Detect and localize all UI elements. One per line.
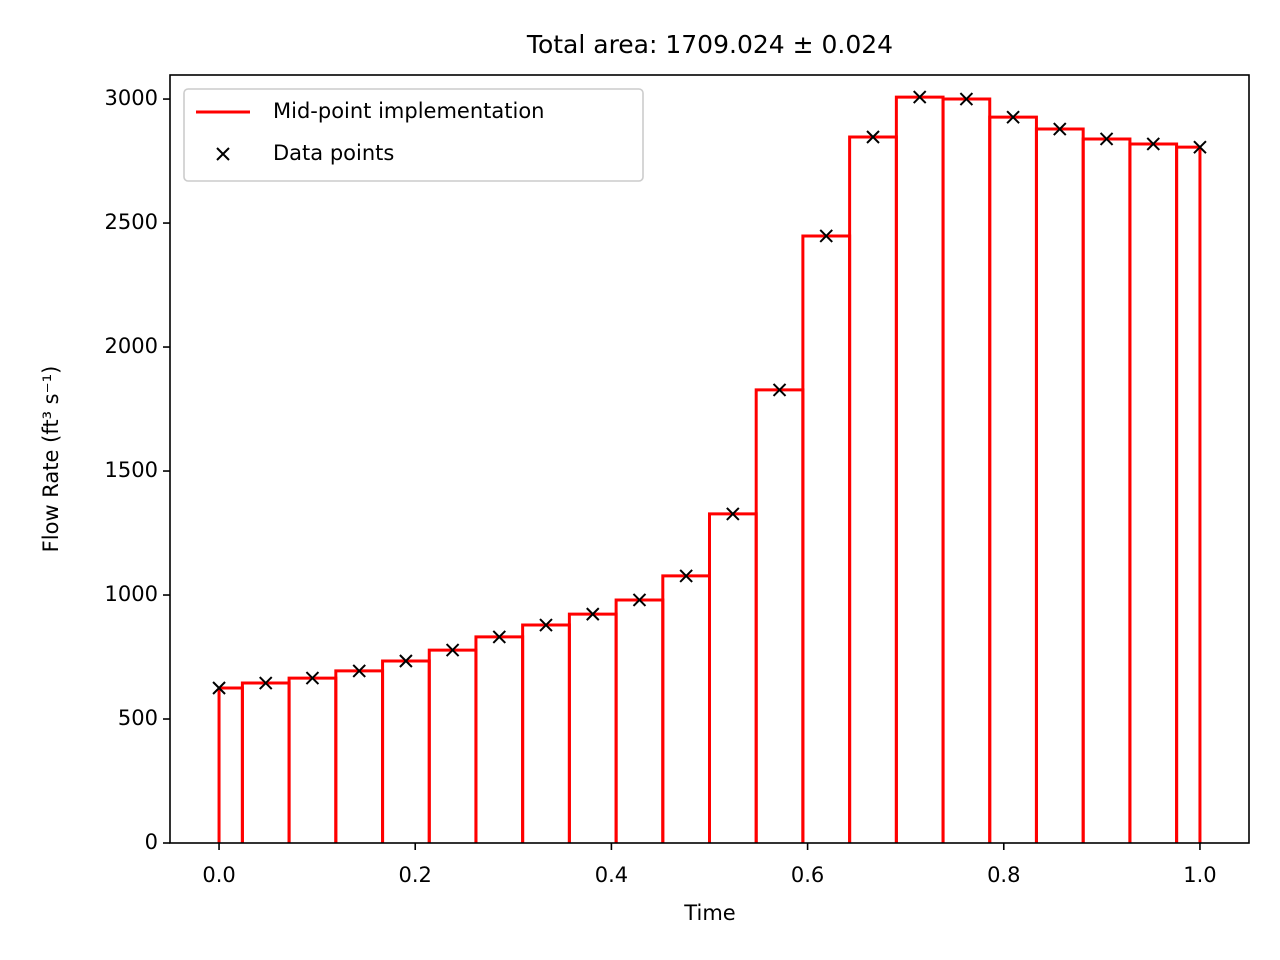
data-point [259, 676, 273, 690]
data-point [772, 383, 787, 397]
y-tick-label: 2500 [105, 210, 158, 234]
data-point [726, 507, 740, 521]
y-tick-label: 3000 [105, 86, 158, 110]
y-tick-label: 500 [118, 706, 158, 730]
data-point [492, 630, 506, 644]
data-point [632, 593, 647, 607]
data-point [959, 92, 974, 106]
plot-frame [169, 74, 1250, 844]
midpoint-bar [1175, 145, 1202, 843]
data-point [679, 569, 693, 583]
data-point [539, 618, 553, 632]
data-point [1193, 140, 1207, 154]
x-tick-label: 0.4 [595, 863, 628, 887]
data-point [1053, 122, 1067, 136]
data-point [586, 607, 600, 621]
y-tick-label: 1500 [105, 458, 158, 482]
x-tick-label: 0.2 [399, 863, 432, 887]
legend-marker [216, 147, 230, 161]
data-point [866, 130, 880, 144]
x-axis-label: Time [683, 901, 735, 925]
legend-label: Mid-point implementation [273, 99, 544, 123]
data-point [445, 643, 460, 657]
legend-box [183, 88, 644, 182]
data-point [819, 229, 833, 243]
data-point [1146, 137, 1160, 151]
data-point [913, 90, 927, 104]
y-tick-label: 2000 [105, 334, 158, 358]
data-point [1099, 132, 1114, 146]
x-tick-label: 0.0 [202, 863, 235, 887]
legend-label: Data points [273, 141, 394, 165]
data-point [399, 654, 413, 668]
y-tick-label: 0 [145, 830, 158, 854]
data-point [1006, 110, 1020, 124]
data-point [212, 681, 226, 695]
y-axis-label: Flow Rate (ft³ s⁻¹) [39, 366, 63, 553]
data-point [352, 664, 366, 678]
y-tick-label: 1000 [105, 582, 158, 606]
x-tick-label: 0.8 [987, 863, 1020, 887]
x-tick-label: 0.6 [791, 863, 824, 887]
x-tick-label: 1.0 [1183, 863, 1216, 887]
chart-title: Total area: 1709.024 ± 0.024 [526, 30, 893, 59]
data-point [305, 671, 320, 685]
